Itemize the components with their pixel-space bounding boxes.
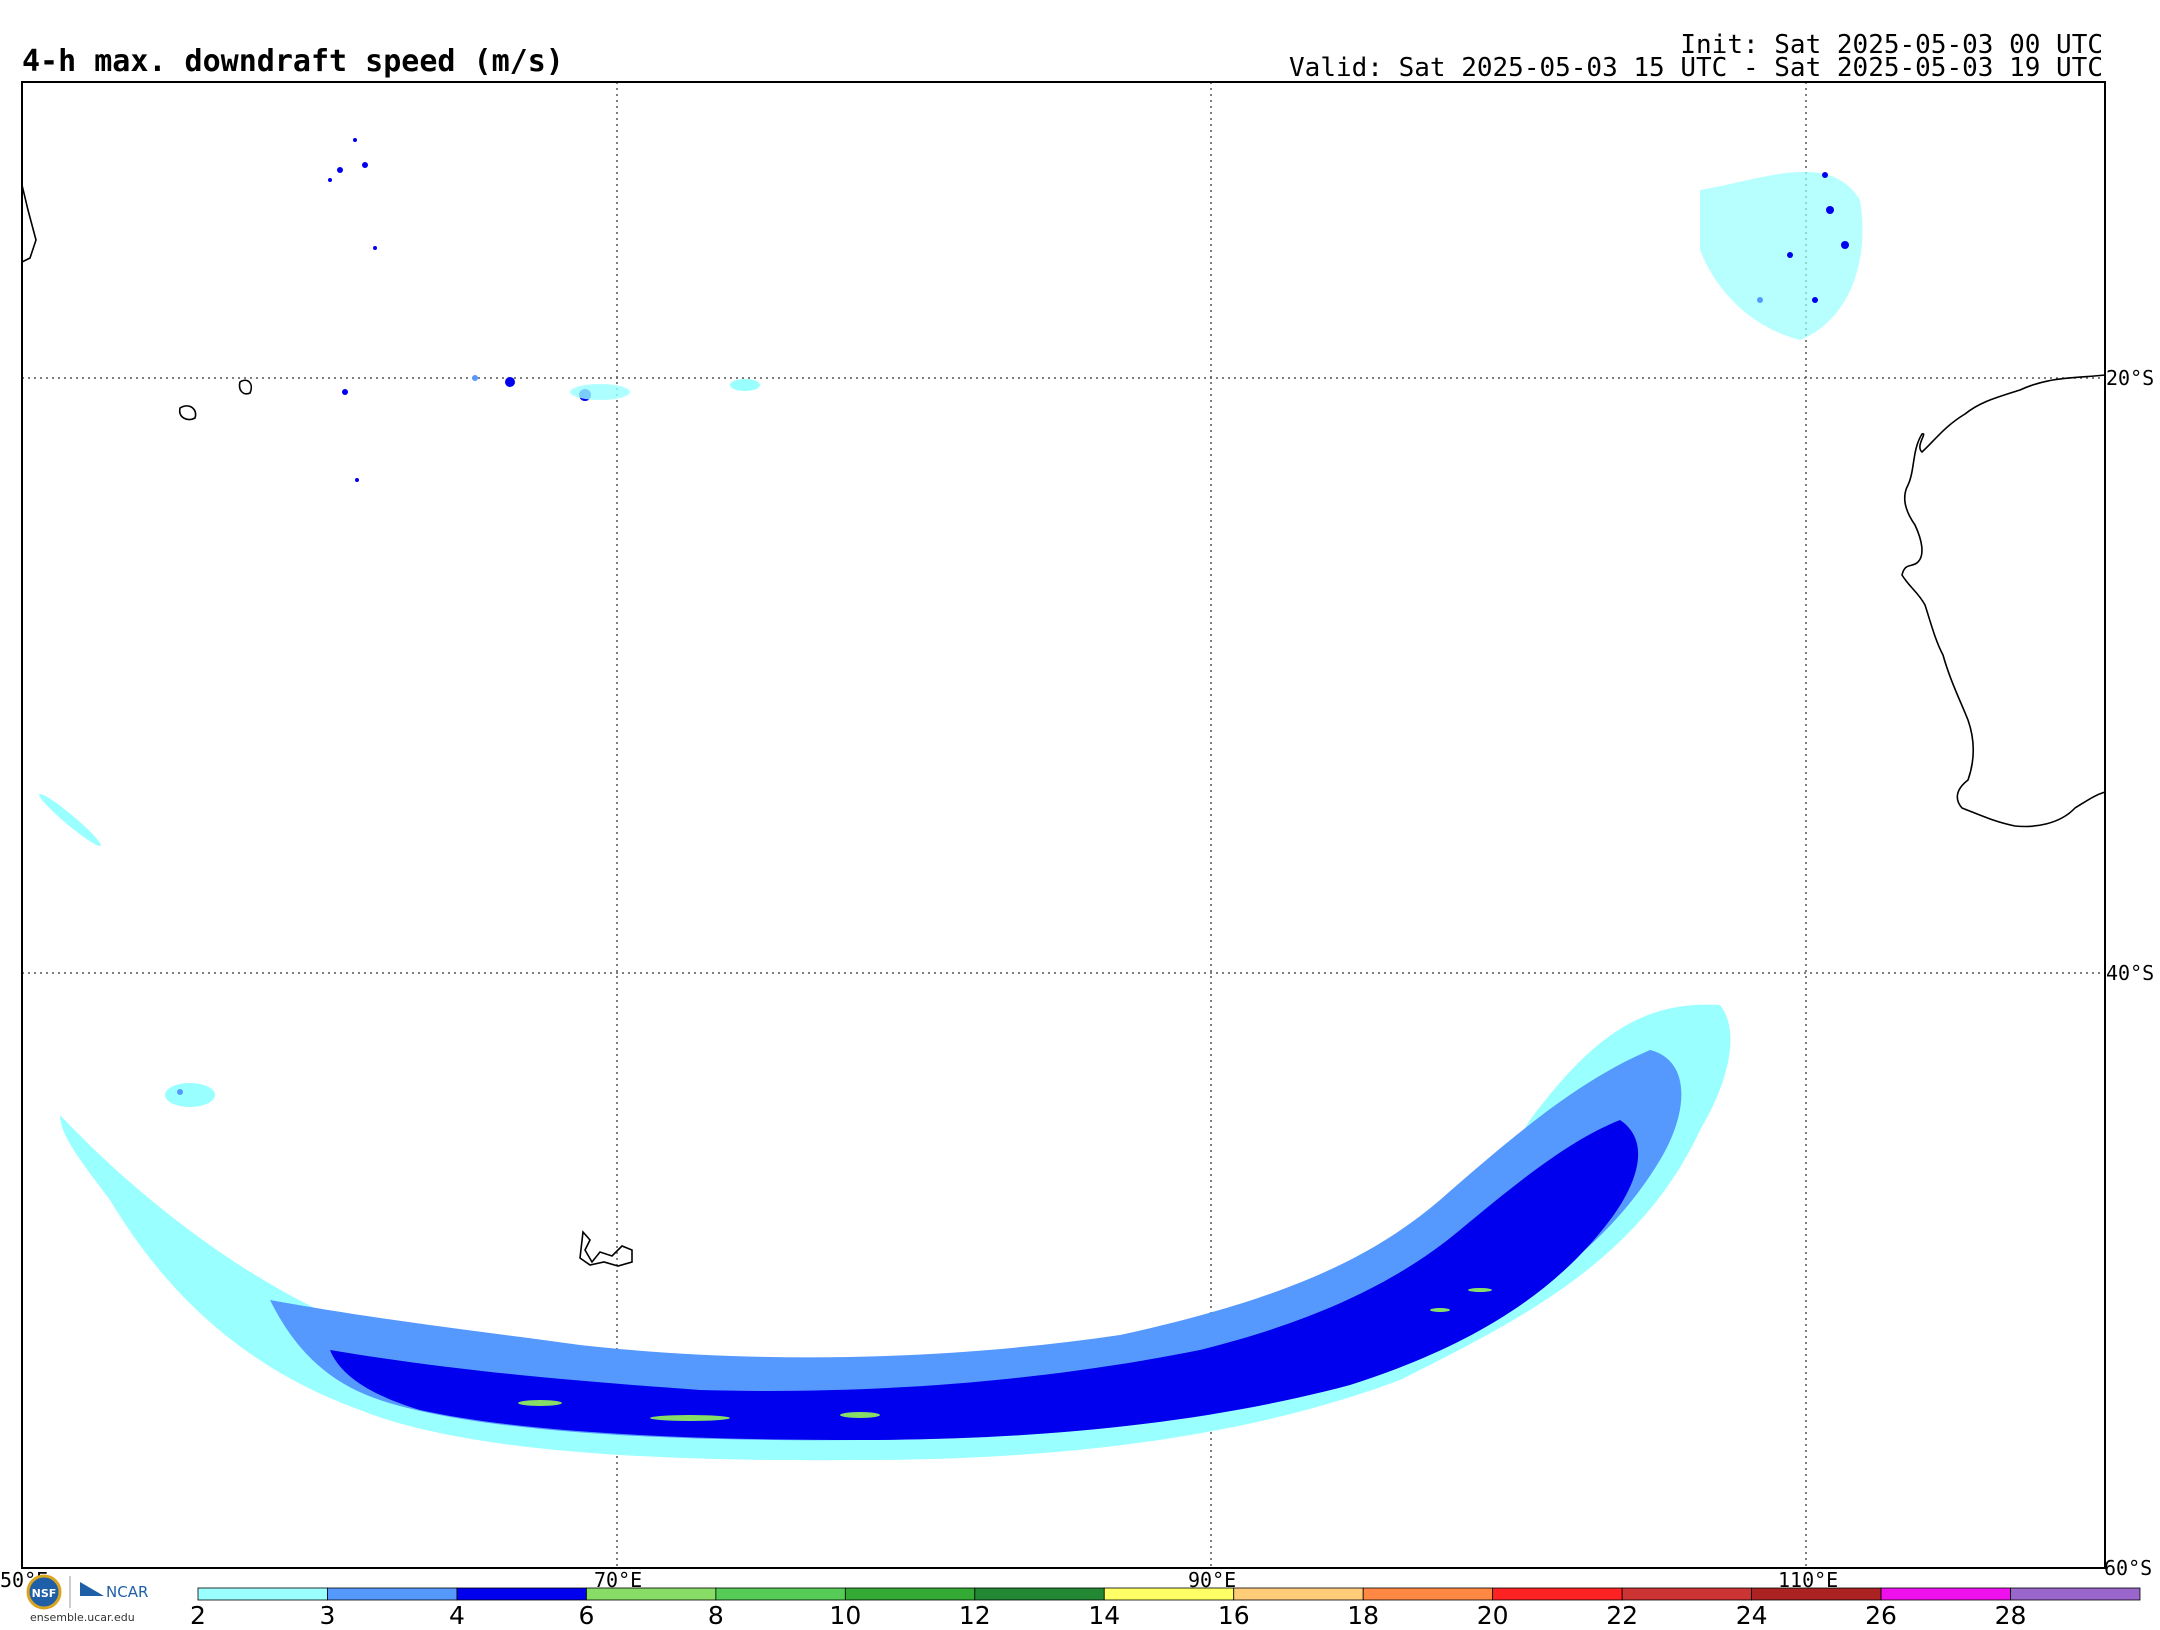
coastlines bbox=[21, 184, 2106, 1267]
streak bbox=[840, 1412, 880, 1418]
coast-kerguelen bbox=[579, 1230, 633, 1267]
colorbar-tick-label: 24 bbox=[1735, 1601, 1768, 1630]
cell bbox=[1812, 297, 1818, 303]
coast-australia bbox=[1901, 374, 2106, 828]
field-streaks-6ms bbox=[518, 1288, 1492, 1421]
field-cells-north bbox=[39, 138, 1863, 1107]
streak bbox=[1430, 1308, 1450, 1312]
lat-label-20s: 20°S bbox=[2106, 366, 2155, 390]
colorbar-tick-label: 4 bbox=[448, 1601, 465, 1630]
field-band-4ms bbox=[330, 1120, 1639, 1440]
cell bbox=[373, 246, 377, 250]
ncar-logo-icon bbox=[80, 1582, 104, 1596]
cell bbox=[39, 794, 101, 846]
cell bbox=[505, 377, 515, 387]
colorbar-swatch bbox=[974, 1587, 1105, 1601]
cell bbox=[328, 178, 332, 182]
colorbar-tick-label: 14 bbox=[1088, 1601, 1121, 1630]
cell bbox=[472, 375, 478, 381]
colorbar-tick-label: 8 bbox=[707, 1601, 724, 1630]
colorbar-swatch bbox=[715, 1587, 846, 1601]
cell bbox=[362, 162, 368, 168]
logos: NSF NCAR bbox=[26, 1574, 148, 1610]
cell bbox=[1787, 252, 1793, 258]
colorbar-tick-label: 3 bbox=[319, 1601, 336, 1630]
colorbar-swatch bbox=[1362, 1587, 1494, 1601]
streak bbox=[518, 1400, 562, 1406]
cell bbox=[337, 167, 343, 173]
cell bbox=[1757, 297, 1763, 303]
nsf-logo-icon bbox=[26, 1574, 62, 1610]
coast-reunion bbox=[178, 405, 197, 421]
coast-madagascar bbox=[21, 184, 37, 263]
coast-mauritius bbox=[238, 379, 253, 395]
cell bbox=[355, 478, 359, 482]
ncar-logo-text: NCAR bbox=[106, 1583, 148, 1601]
cell bbox=[1826, 206, 1834, 214]
colorbar-tick-label: 28 bbox=[1994, 1601, 2027, 1630]
colorbar-swatch bbox=[844, 1587, 976, 1601]
map-frame bbox=[21, 81, 2106, 1569]
colorbar-tick-label: 16 bbox=[1217, 1601, 1250, 1630]
colorbar-tick-label: 2 bbox=[190, 1601, 206, 1630]
lon-label-90e: 90°E bbox=[1188, 1568, 1237, 1592]
colorbar-tick-label: 20 bbox=[1476, 1601, 1509, 1630]
valid-time: Valid: Sat 2025-05-03 15 UTC - Sat 2025-… bbox=[1289, 53, 2103, 83]
lon-label-70e: 70°E bbox=[594, 1568, 643, 1592]
cell bbox=[342, 389, 348, 395]
colorbar-tick-label: 12 bbox=[958, 1601, 991, 1630]
cell bbox=[353, 138, 357, 142]
site-url: ensemble.ucar.edu bbox=[30, 1611, 135, 1624]
cell bbox=[1841, 241, 1849, 249]
init-time: Init: Sat 2025-05-03 00 UTC bbox=[1680, 30, 2103, 60]
cell bbox=[730, 379, 760, 391]
lat-label-60s: 60°S bbox=[2104, 1556, 2153, 1580]
colorbar bbox=[197, 1587, 2141, 1601]
cell bbox=[165, 1083, 215, 1107]
colorbar-tick-label: 18 bbox=[1347, 1601, 1380, 1630]
colorbar-tick-label: 26 bbox=[1865, 1601, 1897, 1630]
colorbar-swatch bbox=[197, 1587, 328, 1601]
colorbar-swatch bbox=[1621, 1587, 1752, 1601]
streak bbox=[650, 1415, 730, 1421]
colorbar-tick-label: 10 bbox=[829, 1601, 862, 1630]
map-title: 4-h max. downdraft speed (m/s) bbox=[22, 44, 564, 79]
cell bbox=[177, 1089, 183, 1095]
colorbar-swatch bbox=[1880, 1587, 2011, 1601]
colorbar-swatch bbox=[1233, 1587, 1364, 1601]
colorbar-tick-label: 6 bbox=[578, 1601, 595, 1630]
lat-label-40s: 40°S bbox=[2106, 961, 2155, 985]
colorbar-swatch bbox=[327, 1587, 458, 1601]
colorbar-swatch bbox=[1492, 1587, 1623, 1601]
cell-cluster-east bbox=[1700, 171, 1863, 340]
colorbar-tick-label: 22 bbox=[1606, 1601, 1639, 1630]
cell bbox=[1822, 172, 1828, 178]
downdraft-field bbox=[39, 138, 1863, 1461]
cell bbox=[570, 384, 630, 400]
colorbar-swatch bbox=[456, 1587, 587, 1601]
nsf-logo-text: NSF bbox=[32, 1587, 57, 1600]
colorbar-swatch bbox=[2010, 1587, 2141, 1601]
streak bbox=[1468, 1288, 1492, 1292]
lon-label-110e: 110°E bbox=[1778, 1568, 1839, 1592]
